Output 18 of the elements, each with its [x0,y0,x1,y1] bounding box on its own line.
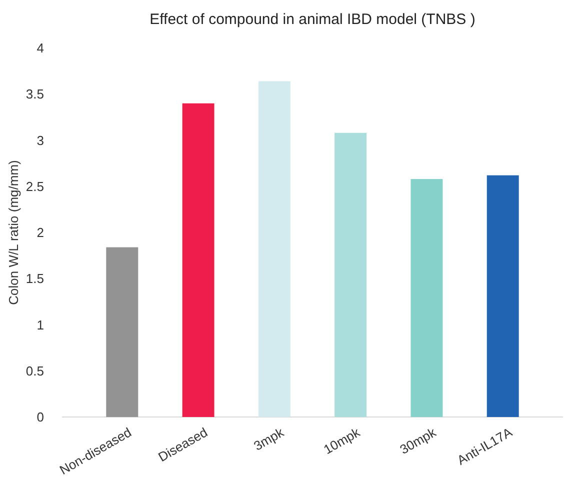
bar [334,132,367,417]
x-tick-label: 3mpk [251,424,287,454]
bar [106,247,138,417]
y-tick-label: 3 [36,132,44,148]
y-tick-label: 2 [36,225,44,240]
bar [410,178,443,417]
bar [486,175,519,417]
bar [258,81,290,417]
y-tick-label: 0 [36,410,44,425]
y-axis-title: Colon W/L ratio (mg/mm) [6,160,21,305]
chart-title: Effect of compound in animal IBD model (TNBS ) [150,11,476,28]
y-tick-label: 3.5 [26,86,44,102]
y-tick-label: 1 [36,317,44,332]
bar [182,103,214,417]
y-tick-label: 4 [36,40,44,56]
y-tick-label: 2.5 [26,178,44,194]
y-tick-label: 1.5 [26,271,44,286]
y-tick-label: 0.5 [26,363,44,378]
